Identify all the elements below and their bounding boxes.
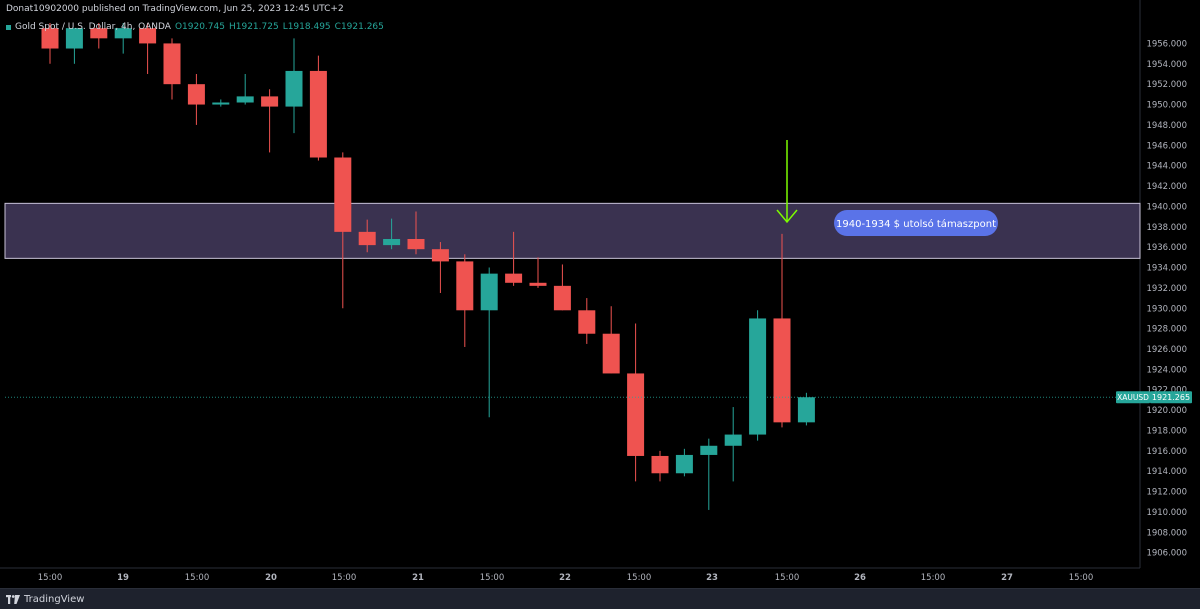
price-tick-label: 1912.000 [1146, 488, 1187, 498]
price-tick-label: 1948.000 [1146, 121, 1187, 131]
candle-body [773, 318, 791, 423]
price-tick-label: 1956.000 [1146, 39, 1187, 49]
candle-body [407, 238, 425, 250]
candle-body [529, 282, 547, 286]
candle-body [334, 157, 352, 232]
price-tick-label: 1924.000 [1146, 365, 1187, 375]
price-tick-label: 1920.000 [1146, 406, 1187, 416]
legend-close: C1921.265 [334, 22, 384, 32]
support-callout-label: 1940-1934 $ utolsó támaszpont [836, 218, 996, 230]
tradingview-logo-icon[interactable] [6, 594, 20, 604]
candle-body [212, 102, 230, 105]
symbol-description: Gold Spot / U.S. Dollar, 4h, OANDA [15, 22, 171, 32]
time-tick-label: 19 [117, 573, 129, 583]
time-tick-label: 15:00 [775, 573, 800, 583]
candle-body [602, 333, 620, 374]
candle-body [675, 454, 693, 474]
candle-body [309, 70, 327, 158]
price-tick-label: 1910.000 [1146, 508, 1187, 518]
tradingview-brand[interactable]: TradingView [24, 593, 85, 605]
time-tick-label: 21 [412, 573, 424, 583]
time-tick-label: 15:00 [627, 573, 652, 583]
candle-body [578, 310, 596, 334]
candle-body [114, 28, 132, 39]
candle-body [187, 84, 205, 105]
price-tick-label: 1906.000 [1146, 549, 1187, 559]
price-tick-label: 1954.000 [1146, 60, 1187, 70]
time-tick-label: 27 [1001, 573, 1013, 583]
price-tick-label: 1916.000 [1146, 447, 1187, 457]
candle-body [90, 28, 108, 39]
candle-body [724, 434, 742, 446]
price-tick-label: 1934.000 [1146, 264, 1187, 274]
candle-body [139, 28, 157, 44]
time-tick-label: 15:00 [332, 573, 357, 583]
candle-body [700, 445, 718, 455]
price-tick-label: 1918.000 [1146, 426, 1187, 436]
support-callout-bubble [834, 210, 998, 236]
candle-body [456, 261, 474, 311]
price-tick-label: 1950.000 [1146, 101, 1187, 111]
candle-body [285, 70, 303, 107]
price-tick-label: 1946.000 [1146, 141, 1187, 151]
price-tick-label: 1930.000 [1146, 304, 1187, 314]
price-tick-label: 1908.000 [1146, 528, 1187, 538]
candle-body [431, 249, 449, 262]
time-tick-label: 22 [559, 573, 571, 583]
symbol-tag-bg [1116, 391, 1150, 404]
candle-body [749, 318, 767, 435]
legend-low: L1918.495 [282, 22, 331, 32]
price-chart[interactable]: 1956.000 1954.000 1952.000 1950.000 1948.000… [0, 0, 1200, 588]
candle-body [797, 397, 815, 423]
time-tick-label: 26 [854, 573, 866, 583]
time-tick-label: 23 [706, 573, 718, 583]
symbol-tag-label: XAUUSD [1117, 393, 1149, 402]
arrow-down-icon [776, 209, 798, 224]
legend-high: H1921.725 [228, 22, 279, 32]
candle-body [480, 273, 498, 311]
price-tick-label: 1944.000 [1146, 162, 1187, 172]
candle-body [553, 285, 571, 311]
candle-body [505, 273, 523, 283]
price-tick-label: 1938.000 [1146, 223, 1187, 233]
candle-body [163, 43, 181, 85]
candle-body [261, 96, 279, 107]
published-by-text: Donat10902000 published on TradingView.c… [6, 4, 344, 14]
series-dot-icon [6, 24, 11, 30]
time-tick-label: 15:00 [480, 573, 505, 583]
price-tick-label: 1932.000 [1146, 284, 1187, 294]
price-tick-label: 1942.000 [1146, 182, 1187, 192]
time-tick-label: 15:00 [1069, 573, 1094, 583]
time-tick-label: 15:00 [921, 573, 946, 583]
candle-body [627, 373, 645, 456]
candle-body [236, 96, 254, 103]
candle-body [383, 238, 401, 246]
price-tag-label: 1921.265 [1152, 393, 1190, 402]
price-tick-label: 1936.000 [1146, 243, 1187, 253]
price-tick-label: 1926.000 [1146, 345, 1187, 355]
time-tick-label: 15:00 [38, 573, 63, 583]
legend-open: O1920.745 [174, 22, 225, 32]
candle-body [358, 231, 376, 246]
price-tick-label: 1928.000 [1146, 325, 1187, 335]
candle-body [41, 28, 59, 49]
candle-body [651, 455, 669, 474]
footer-bar: TradingView [0, 588, 1200, 609]
price-tag-bg [1150, 391, 1192, 404]
time-tick-label: 15:00 [185, 573, 210, 583]
symbol-legend: Gold Spot / U.S. Dollar, 4h, OANDA O1920… [6, 22, 384, 32]
time-tick-label: 20 [265, 573, 277, 583]
price-tick-label: 1922.000 [1146, 386, 1187, 396]
candle-body [65, 28, 83, 49]
price-tick-label: 1940.000 [1146, 202, 1187, 212]
price-tick-label: 1914.000 [1146, 467, 1187, 477]
price-tick-label: 1952.000 [1146, 80, 1187, 90]
